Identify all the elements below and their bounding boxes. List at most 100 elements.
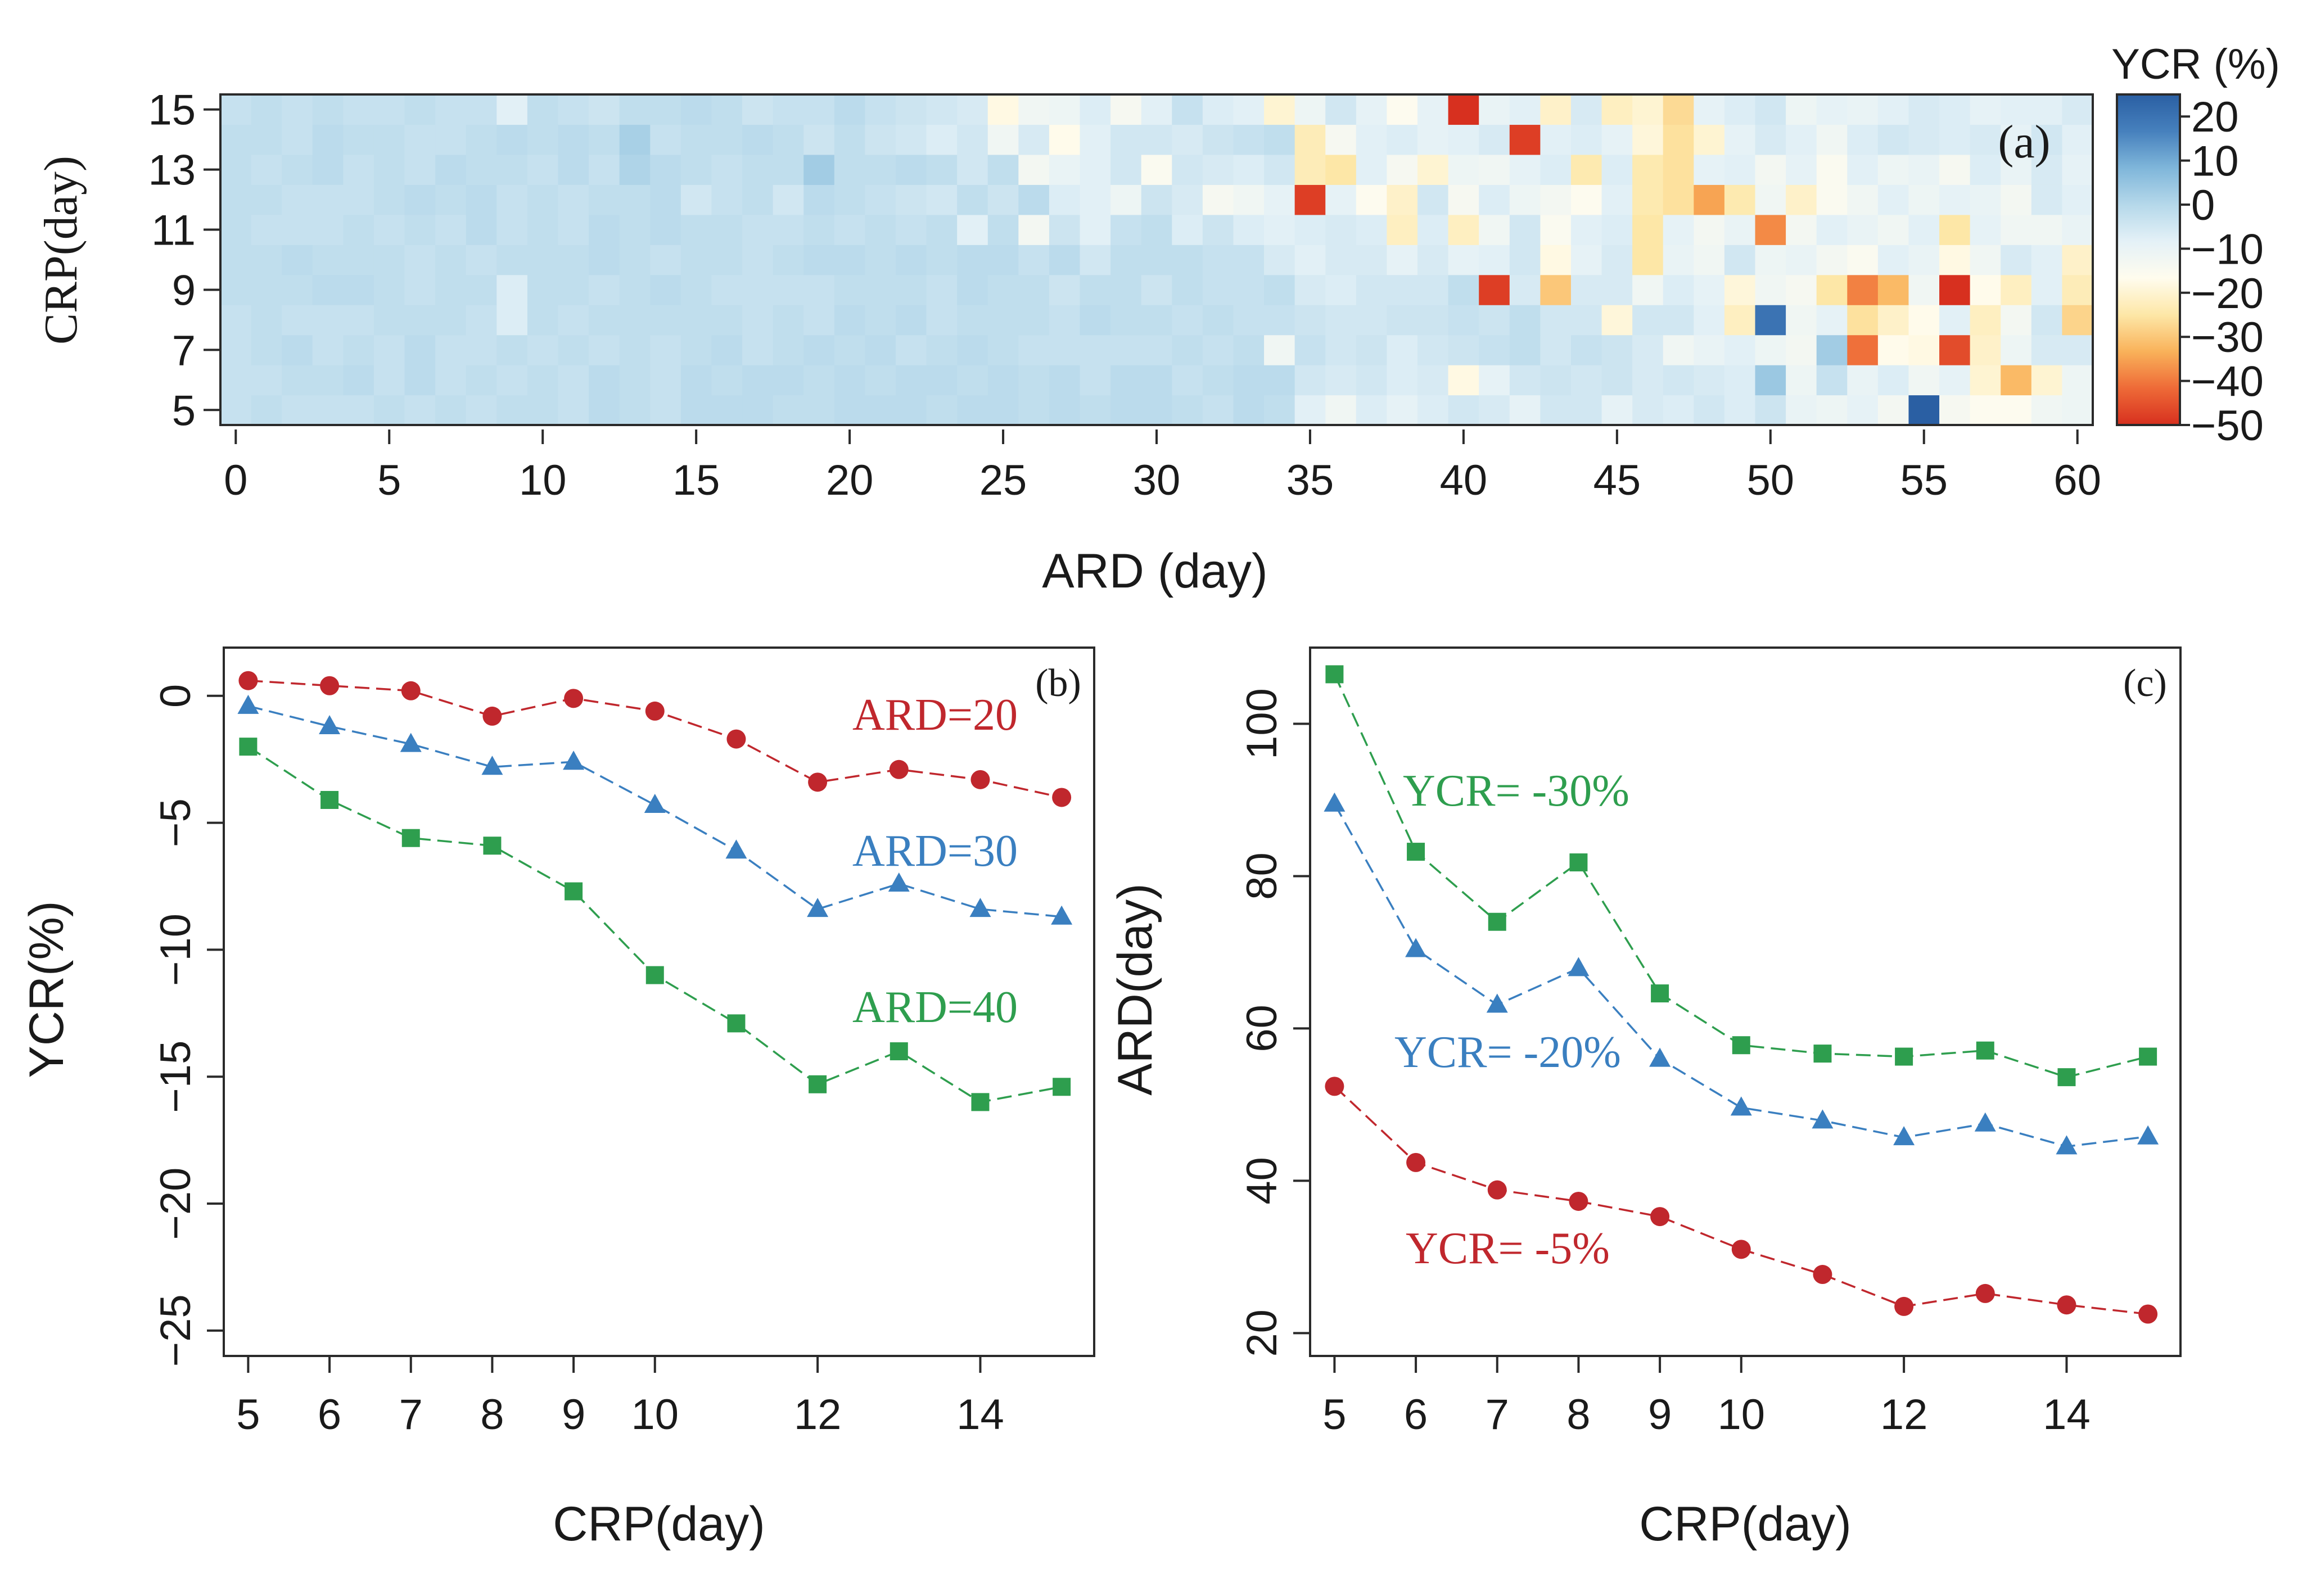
heatmap-cell bbox=[711, 395, 743, 426]
heatmap-cell bbox=[1786, 305, 1817, 336]
heatmap-cell bbox=[2001, 184, 2032, 215]
heatmap-cell bbox=[1663, 334, 1694, 365]
heatmap-cell bbox=[1786, 184, 1817, 215]
heatmap-cell bbox=[1018, 395, 1050, 426]
heatmap-cell bbox=[496, 124, 528, 155]
heatmap-cell bbox=[1294, 365, 1326, 396]
heatmap-cell bbox=[404, 154, 436, 185]
heatmap-x-tick-label: 45 bbox=[1593, 456, 1641, 504]
heatmap-cell bbox=[251, 94, 282, 125]
heatmap-cell bbox=[1877, 214, 1909, 245]
panel-c-series-point bbox=[1813, 1045, 1832, 1063]
heatmap-cell bbox=[1049, 214, 1081, 245]
panel-c-series-point bbox=[1325, 1077, 1344, 1096]
heatmap-cell bbox=[1049, 274, 1081, 305]
heatmap-cell bbox=[1755, 94, 1786, 125]
heatmap-cell bbox=[895, 395, 927, 426]
heatmap-cell bbox=[312, 395, 344, 426]
heatmap-cell bbox=[1601, 245, 1633, 275]
heatmap-cell bbox=[1601, 305, 1633, 336]
heatmap-cell bbox=[1356, 274, 1388, 305]
heatmap-cell bbox=[1601, 395, 1633, 426]
heatmap-cell bbox=[282, 245, 313, 275]
heatmap-cell bbox=[680, 365, 712, 396]
heatmap-cell bbox=[466, 334, 497, 365]
heatmap-cell bbox=[1325, 274, 1357, 305]
heatmap-cell bbox=[435, 395, 467, 426]
heatmap-cell bbox=[220, 94, 252, 125]
heatmap-cell bbox=[957, 334, 988, 365]
heatmap-cell bbox=[1816, 184, 1848, 215]
heatmap-cell bbox=[742, 184, 774, 215]
panel-c-series-point bbox=[2139, 1047, 2157, 1066]
heatmap-cell bbox=[2001, 274, 2032, 305]
heatmap-cell bbox=[987, 184, 1019, 215]
heatmap-cell bbox=[496, 365, 528, 396]
heatmap-cell bbox=[1202, 395, 1234, 426]
heatmap-cell bbox=[527, 184, 559, 215]
heatmap-cell bbox=[220, 214, 252, 245]
panel-c-series-point bbox=[1650, 1207, 1670, 1227]
heatmap-cell bbox=[1448, 274, 1479, 305]
heatmap-cell bbox=[1356, 124, 1388, 155]
heatmap-cell bbox=[926, 365, 958, 396]
heatmap-cell bbox=[1755, 245, 1786, 275]
heatmap-cell bbox=[1786, 124, 1817, 155]
heatmap-cell bbox=[1908, 214, 1940, 245]
heatmap-cell bbox=[1294, 395, 1326, 426]
heatmap-cell bbox=[1110, 245, 1142, 275]
panel-c-series bbox=[1324, 665, 2159, 1324]
panel-b-series-point bbox=[400, 733, 422, 752]
heatmap-cell bbox=[220, 395, 252, 426]
heatmap-cell bbox=[1202, 305, 1234, 336]
heatmap-cell bbox=[1141, 94, 1172, 125]
heatmap-cell bbox=[1632, 124, 1664, 155]
heatmap-cell bbox=[680, 305, 712, 336]
panel-c-y-tick-label: 40 bbox=[1238, 1157, 1286, 1205]
heatmap-cell bbox=[1325, 94, 1357, 125]
heatmap-cell bbox=[1172, 184, 1203, 215]
heatmap-cell bbox=[926, 334, 958, 365]
panel-b-series-point bbox=[563, 750, 585, 770]
heatmap-cell bbox=[251, 124, 282, 155]
heatmap-cell bbox=[957, 274, 988, 305]
heatmap-cell bbox=[404, 124, 436, 155]
heatmap-cell bbox=[404, 274, 436, 305]
heatmap-cell bbox=[1509, 274, 1541, 305]
heatmap-cell bbox=[589, 154, 620, 185]
heatmap-cell bbox=[619, 334, 651, 365]
heatmap-cell bbox=[496, 154, 528, 185]
panel-b-series-point bbox=[727, 1014, 746, 1033]
heatmap-cell bbox=[496, 395, 528, 426]
heatmap-cell bbox=[220, 245, 252, 275]
heatmap-cell bbox=[1540, 274, 1572, 305]
colorbar-tick-label: −40 bbox=[2191, 358, 2264, 406]
heatmap-cell bbox=[1570, 124, 1602, 155]
heatmap-cell bbox=[895, 305, 927, 336]
legend-ard-20: ARD=20 bbox=[852, 690, 1018, 740]
heatmap-cell bbox=[834, 154, 865, 185]
legend-ycr-5: YCR= -5% bbox=[1406, 1224, 1610, 1273]
heatmap-cell bbox=[1294, 274, 1326, 305]
heatmap-cell bbox=[865, 365, 896, 396]
heatmap-cell bbox=[1970, 124, 2001, 155]
heatmap-cell bbox=[282, 154, 313, 185]
heatmap-cell bbox=[865, 334, 896, 365]
heatmap-cell bbox=[987, 124, 1019, 155]
heatmap-cell bbox=[1540, 94, 1572, 125]
heatmap-cell bbox=[1325, 214, 1357, 245]
heatmap-x-tick-label: 60 bbox=[2053, 456, 2101, 504]
heatmap-cell bbox=[711, 94, 743, 125]
heatmap-cell bbox=[589, 124, 620, 155]
heatmap-cell bbox=[1018, 154, 1050, 185]
heatmap-cell bbox=[558, 305, 589, 336]
panel-c-series-point bbox=[1486, 993, 1508, 1013]
heatmap-y-tick-label: 9 bbox=[172, 266, 196, 314]
panel-c-y-tick-label: 20 bbox=[1238, 1309, 1286, 1357]
heatmap-cell bbox=[865, 274, 896, 305]
heatmap-cell bbox=[2031, 94, 2063, 125]
heatmap-cell bbox=[1939, 124, 1971, 155]
heatmap-cell bbox=[619, 395, 651, 426]
heatmap-cell bbox=[1417, 305, 1449, 336]
heatmap-cell bbox=[1387, 184, 1418, 215]
